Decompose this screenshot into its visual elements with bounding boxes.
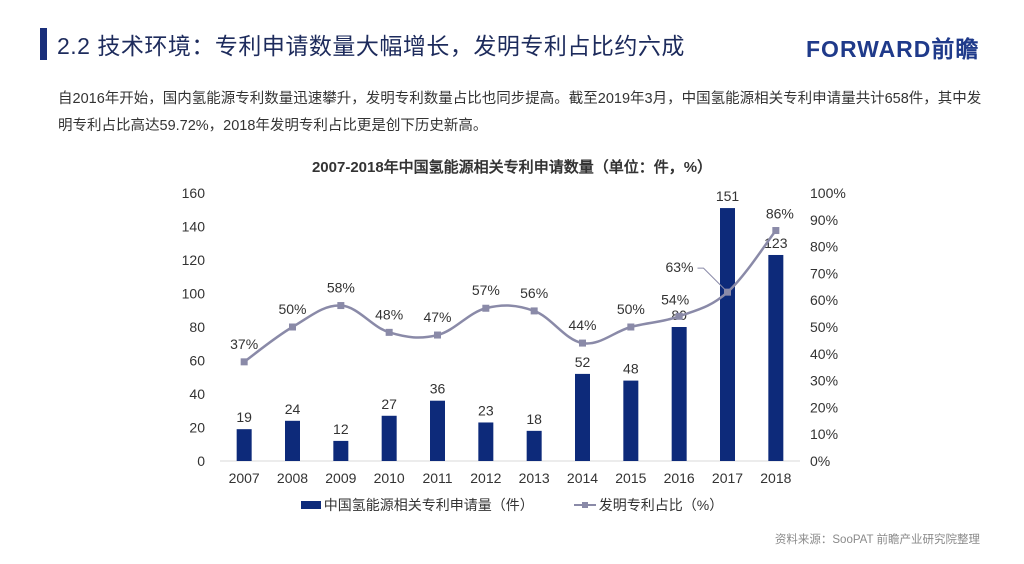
label-leader-line (697, 267, 728, 293)
y-left-tick-label: 120 (182, 252, 206, 268)
chart-title: 2007-2018年中国氢能源相关专利申请数量（单位：件，%） (311, 159, 713, 176)
bar (430, 400, 445, 461)
legend-item-applications: 中国氢能源相关专利申请量（件） (300, 495, 534, 515)
line-marker (337, 302, 345, 310)
x-tick-label: 2013 (519, 470, 550, 486)
y-left-tick-label: 140 (182, 219, 206, 235)
legend-label-applications: 中国氢能源相关专利申请量（件） (323, 497, 534, 513)
line-marker (772, 227, 780, 235)
legend-bar-swatch (300, 501, 321, 509)
y-left-tick-label: 160 (182, 185, 206, 201)
forward-logo: FORWARD前瞻 (806, 36, 980, 62)
y-left-tick-label: 40 (189, 386, 205, 402)
line-marker (240, 358, 248, 366)
legend-label-invention-share: 发明专利占比（%） (598, 497, 724, 513)
x-tick-label: 2010 (374, 470, 405, 486)
line-data-label: 44% (568, 317, 596, 333)
bar-data-label: 27 (381, 396, 397, 412)
title-accent-bar (40, 28, 47, 60)
line-data-label: 47% (423, 309, 451, 325)
line-data-label: 54% (661, 291, 689, 307)
x-tick-label: 2016 (664, 470, 695, 486)
y-right-tick-label: 0% (810, 453, 830, 469)
bar (285, 420, 300, 461)
x-tick-label: 2009 (325, 470, 356, 486)
bar (671, 327, 687, 461)
y-left-tick-label: 80 (189, 319, 205, 335)
line-data-label: 50% (617, 301, 645, 317)
bar-data-label: 151 (716, 188, 740, 204)
x-tick-label: 2015 (615, 470, 646, 486)
y-right-tick-label: 70% (810, 265, 838, 281)
line-marker (675, 312, 683, 320)
y-right-tick-label: 90% (810, 212, 838, 228)
x-tick-label: 2007 (229, 470, 260, 486)
line-marker (385, 328, 393, 336)
line-marker (579, 339, 586, 347)
y-right-tick-label: 40% (810, 346, 838, 362)
y-right-tick-label: 30% (810, 373, 838, 389)
bar (720, 208, 735, 461)
line-data-label: 37% (230, 336, 258, 352)
x-tick-label: 2008 (277, 470, 308, 486)
line-data-label: 56% (520, 285, 548, 301)
y-left-tick-label: 0 (197, 453, 205, 469)
line-data-label: 57% (472, 282, 500, 298)
x-tick-label: 2011 (422, 470, 452, 486)
bar-data-label: 18 (526, 411, 542, 427)
bar (236, 429, 252, 461)
y-left-tick-label: 100 (182, 286, 206, 302)
line-marker (289, 323, 296, 331)
bar (526, 430, 542, 461)
bar (333, 440, 349, 461)
bar-data-label: 36 (430, 381, 446, 397)
y-left-tick-label: 20 (189, 420, 205, 436)
line-marker (530, 307, 538, 315)
y-right-tick-label: 10% (810, 426, 838, 442)
y-right-tick-label: 80% (810, 239, 838, 255)
bar-data-label: 23 (478, 402, 494, 418)
title-bar: 2.2 技术环境：专利申请数量大幅增长，发明专利占比约六成 (40, 28, 685, 60)
line-data-label: 58% (327, 280, 355, 296)
x-tick-label: 2018 (760, 470, 791, 486)
page-title: 2.2 技术环境：专利申请数量大幅增长，发明专利占比约六成 (57, 33, 685, 59)
line-data-label: 63% (665, 259, 693, 275)
bar-data-label: 52 (575, 354, 591, 370)
bar (478, 422, 494, 461)
line-data-label: 48% (375, 306, 403, 322)
bar-data-label: 19 (236, 409, 252, 425)
line-data-label: 50% (278, 301, 306, 317)
y-right-tick-label: 20% (810, 399, 838, 415)
intro-paragraph: 自2016年开始，国内氢能源专利数量迅速攀升，发明专利数量占比也同步提高。截至2… (58, 91, 982, 134)
y-right-tick-label: 100% (810, 185, 846, 201)
bar (381, 415, 397, 461)
line-marker (627, 323, 635, 331)
line-data-label: 86% (766, 206, 794, 222)
x-tick-label: 2017 (712, 470, 743, 486)
x-tick-label: 2014 (567, 470, 598, 486)
legend-line-swatch (573, 500, 596, 510)
source-note: 资料来源：SooPAT 前瞻产业研究院整理 (774, 534, 980, 546)
x-tick-label: 2012 (470, 470, 501, 486)
bar-data-label: 12 (333, 421, 349, 437)
line-marker (434, 331, 441, 339)
bar (575, 373, 590, 461)
bar-data-label: 48 (623, 361, 639, 377)
invention-share-line (243, 229, 777, 363)
y-right-tick-label: 50% (810, 319, 838, 335)
y-right-tick-label: 60% (810, 292, 838, 308)
legend-item-invention-share: 发明专利占比（%） (573, 495, 724, 515)
bar (623, 380, 639, 461)
y-left-tick-label: 60 (189, 353, 205, 369)
bar-data-label: 24 (285, 401, 301, 417)
chart-legend: 中国氢能源相关专利申请量（件） 发明专利占比（%） (0, 495, 1024, 515)
line-marker (482, 304, 490, 312)
bar (768, 254, 784, 461)
